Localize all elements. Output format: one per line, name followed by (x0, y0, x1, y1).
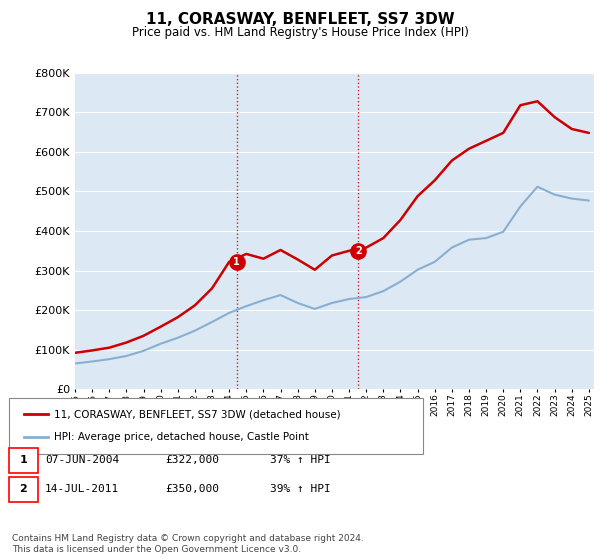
Text: 1: 1 (20, 455, 27, 465)
Text: £322,000: £322,000 (165, 455, 219, 465)
Text: 11, CORASWAY, BENFLEET, SS7 3DW: 11, CORASWAY, BENFLEET, SS7 3DW (146, 12, 454, 27)
Text: 11, CORASWAY, BENFLEET, SS7 3DW (detached house): 11, CORASWAY, BENFLEET, SS7 3DW (detache… (54, 409, 341, 419)
Text: 1: 1 (233, 257, 240, 267)
Text: 2: 2 (355, 246, 362, 256)
Text: 39% ↑ HPI: 39% ↑ HPI (270, 484, 331, 494)
Text: 14-JUL-2011: 14-JUL-2011 (45, 484, 119, 494)
Text: 2: 2 (20, 484, 27, 494)
Text: £350,000: £350,000 (165, 484, 219, 494)
Text: Contains HM Land Registry data © Crown copyright and database right 2024.: Contains HM Land Registry data © Crown c… (12, 534, 364, 543)
Text: This data is licensed under the Open Government Licence v3.0.: This data is licensed under the Open Gov… (12, 545, 301, 554)
Text: 07-JUN-2004: 07-JUN-2004 (45, 455, 119, 465)
Text: HPI: Average price, detached house, Castle Point: HPI: Average price, detached house, Cast… (54, 432, 309, 442)
Text: 37% ↑ HPI: 37% ↑ HPI (270, 455, 331, 465)
Text: Price paid vs. HM Land Registry's House Price Index (HPI): Price paid vs. HM Land Registry's House … (131, 26, 469, 39)
